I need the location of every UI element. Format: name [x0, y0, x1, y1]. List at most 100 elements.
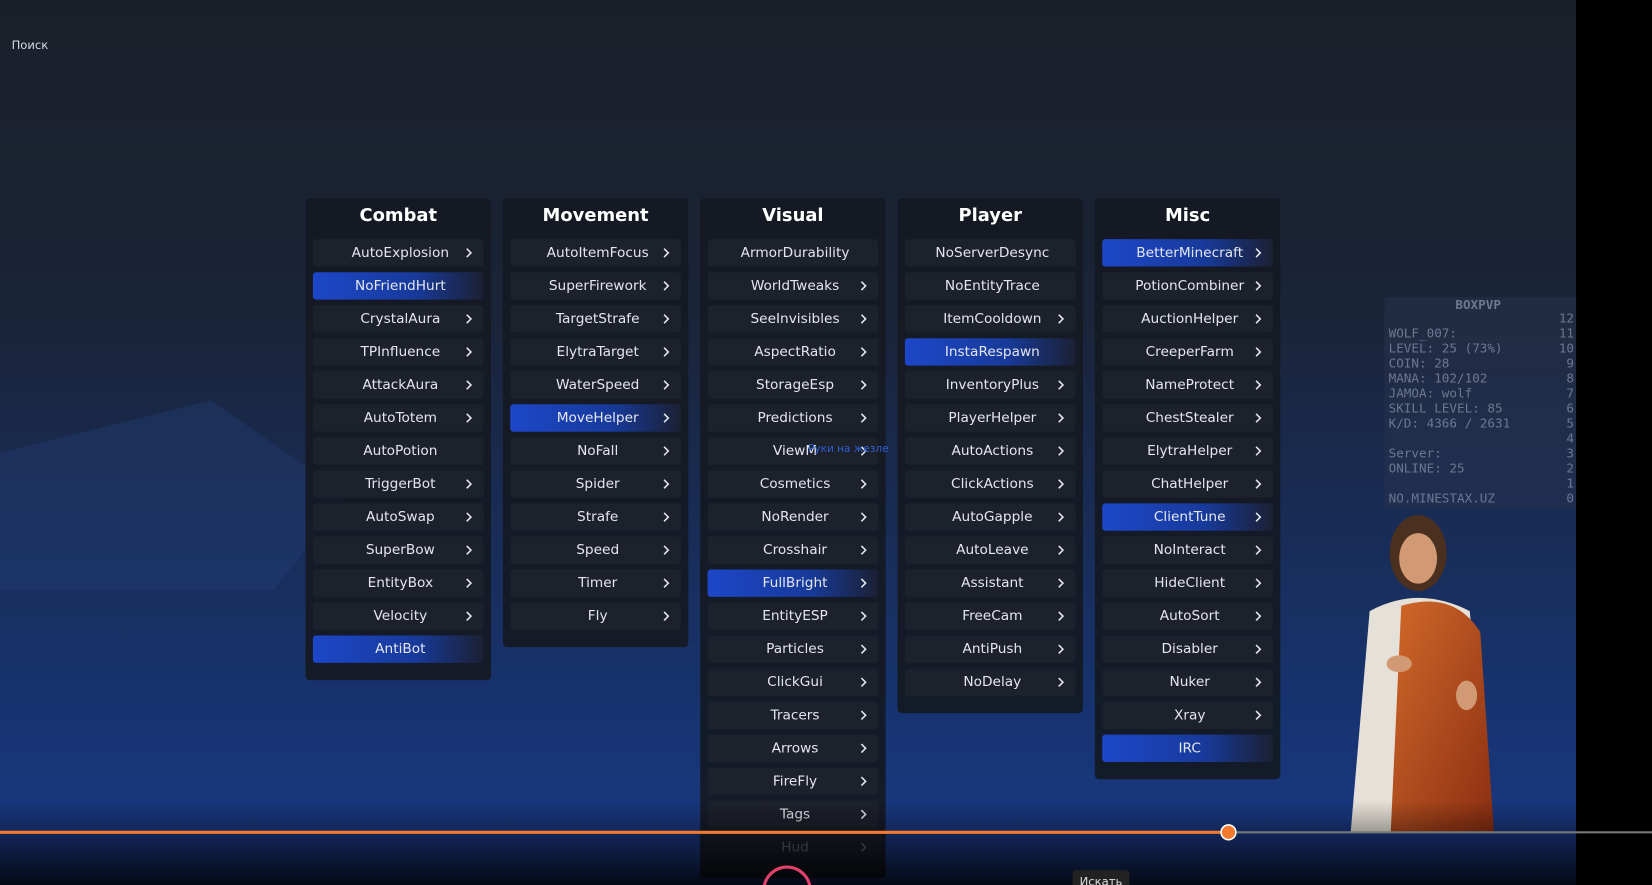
module[interactable]: ChestStealer: [1102, 404, 1273, 432]
module[interactable]: ClickGui: [707, 668, 879, 696]
module[interactable]: StorageEsp: [707, 371, 879, 399]
module-name: NoInteract: [1154, 542, 1227, 558]
module[interactable]: BetterMinecraft: [1102, 239, 1273, 267]
panel-title: Movement: [543, 205, 649, 226]
module-bg: [510, 272, 681, 300]
module[interactable]: AspectRatio: [707, 338, 879, 366]
play-button[interactable]: [762, 865, 812, 885]
module-name: CreeperFarm: [1146, 344, 1234, 360]
module-name: AutoItemFocus: [547, 245, 649, 261]
module[interactable]: TargetStrafe: [510, 305, 681, 333]
module[interactable]: PotionCombiner: [1102, 272, 1273, 300]
module[interactable]: Strafe: [510, 503, 681, 531]
module[interactable]: Particles: [707, 635, 879, 663]
module[interactable]: AuctionHelper: [1102, 305, 1273, 333]
module-bg: [707, 305, 879, 333]
module[interactable]: EntityBox: [312, 569, 484, 597]
submenu-arrow: [860, 578, 867, 588]
module[interactable]: NameProtect: [1102, 371, 1273, 399]
module[interactable]: EntityESP: [707, 602, 879, 630]
submenu-arrow: [1255, 281, 1262, 291]
module[interactable]: ElytraHelper: [1102, 437, 1273, 465]
module[interactable]: AutoExplosion: [312, 239, 484, 267]
module[interactable]: AutoSwap: [312, 503, 484, 531]
module[interactable]: HideClient: [1102, 569, 1273, 597]
module[interactable]: ViewM: [707, 437, 879, 465]
module[interactable]: NoFriendHurt: [312, 272, 484, 300]
module[interactable]: SuperFirework: [510, 272, 681, 300]
module[interactable]: Speed: [510, 536, 681, 564]
module[interactable]: Tracers: [707, 701, 879, 729]
module-name: AutoPotion: [363, 443, 437, 459]
submenu-arrow: [466, 347, 473, 357]
module-name: NoFall: [577, 443, 618, 459]
module[interactable]: SuperBow: [312, 536, 484, 564]
progress-knob[interactable]: [1220, 824, 1237, 841]
module[interactable]: ItemCooldown: [904, 305, 1076, 333]
module-bg: [312, 338, 484, 366]
module[interactable]: ClickActions: [904, 470, 1076, 498]
module[interactable]: NoServerDesync: [904, 239, 1076, 267]
module[interactable]: CreeperFarm: [1102, 338, 1273, 366]
module-name: Speed: [576, 542, 619, 558]
module[interactable]: AutoGapple: [904, 503, 1076, 531]
module[interactable]: CrystalAura: [312, 305, 484, 333]
module[interactable]: FreeCam: [904, 602, 1076, 630]
module[interactable]: AntiBot: [312, 635, 484, 663]
module-name: StorageEsp: [756, 377, 834, 393]
module[interactable]: SeeInvisibles: [707, 305, 879, 333]
module[interactable]: AntiPush: [904, 635, 1076, 663]
module[interactable]: AutoTotem: [312, 404, 484, 432]
module[interactable]: Spider: [510, 470, 681, 498]
figure: [1350, 515, 1494, 833]
module[interactable]: FullBright: [707, 569, 879, 597]
module-bg: [312, 569, 484, 597]
module[interactable]: AutoActions: [904, 437, 1076, 465]
module[interactable]: ChatHelper: [1102, 470, 1273, 498]
module-name: ElytraTarget: [557, 344, 640, 360]
module[interactable]: InstaRespawn: [904, 338, 1076, 366]
module[interactable]: Arrows: [707, 734, 879, 762]
module-name: AuctionHelper: [1141, 311, 1238, 327]
module[interactable]: AutoLeave: [904, 536, 1076, 564]
module[interactable]: NoFall: [510, 437, 681, 465]
module[interactable]: FireFly: [707, 767, 879, 796]
module[interactable]: MoveHelper: [510, 404, 681, 432]
module[interactable]: WaterSpeed: [510, 371, 681, 399]
module[interactable]: Xray: [1102, 701, 1273, 729]
module[interactable]: IRC: [1102, 734, 1273, 762]
module[interactable]: WorldTweaks: [707, 272, 879, 300]
module[interactable]: InventoryPlus: [904, 371, 1076, 399]
submenu-arrow: [860, 611, 867, 621]
module[interactable]: Cosmetics: [707, 470, 879, 498]
module[interactable]: TriggerBot: [312, 470, 484, 498]
player-tooltip-bg: [1072, 870, 1130, 885]
module[interactable]: Timer: [510, 569, 681, 597]
module[interactable]: Disabler: [1102, 635, 1273, 663]
module[interactable]: Velocity: [312, 602, 484, 630]
module[interactable]: ClientTune: [1102, 503, 1273, 531]
search-label[interactable]: Поиск: [12, 38, 49, 52]
module[interactable]: AutoSort: [1102, 602, 1273, 630]
module[interactable]: NoEntityTrace: [904, 272, 1076, 300]
module[interactable]: Assistant: [904, 569, 1076, 597]
module-bg: [707, 569, 879, 597]
module[interactable]: AutoPotion: [312, 437, 484, 465]
module[interactable]: PlayerHelper: [904, 404, 1076, 432]
module[interactable]: AutoItemFocus: [510, 239, 681, 267]
module[interactable]: NoRender: [707, 503, 879, 531]
module-name: SeeInvisibles: [750, 311, 839, 327]
module[interactable]: AttackAura: [312, 371, 484, 399]
module[interactable]: ArmorDurability: [707, 239, 879, 267]
module[interactable]: Nuker: [1102, 668, 1273, 696]
module-bg: [510, 371, 681, 399]
module[interactable]: TPInfluence: [312, 338, 484, 366]
module[interactable]: Crosshair: [707, 536, 879, 564]
module[interactable]: Fly: [510, 602, 681, 630]
module[interactable]: ElytraTarget: [510, 338, 681, 366]
module-bg: [707, 635, 879, 663]
module[interactable]: NoInteract: [1102, 536, 1273, 564]
module[interactable]: NoDelay: [904, 668, 1076, 696]
scoreboard-score: 0: [1566, 490, 1574, 505]
module[interactable]: Predictions: [707, 404, 879, 432]
